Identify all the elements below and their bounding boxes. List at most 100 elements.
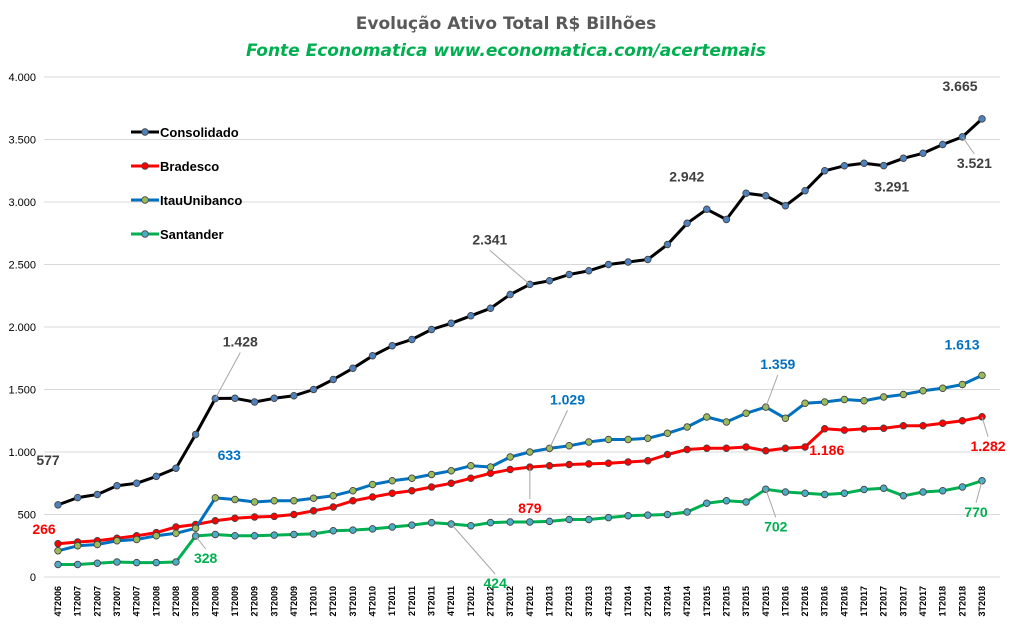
data-point-santander — [132, 558, 141, 567]
data-point-itauunibanco — [191, 524, 200, 532]
x-tick-label: 1T2013 — [545, 586, 555, 617]
data-point-consolidado — [231, 394, 239, 402]
data-point-consolidado — [73, 493, 82, 502]
data-point-santander — [939, 487, 947, 495]
data-point-santander — [329, 527, 337, 535]
data-point-bradesco — [683, 445, 691, 454]
data-point-bradesco — [388, 489, 396, 497]
x-tick-label: 2T2015 — [721, 586, 731, 617]
data-point-consolidado — [368, 352, 377, 360]
x-tick-label: 4T2016 — [839, 586, 849, 617]
data-point-bradesco — [270, 512, 278, 521]
x-tick-label: 2T2017 — [879, 586, 889, 617]
x-tick-label: 1T2009 — [230, 586, 240, 617]
data-point-itauunibanco — [309, 494, 318, 502]
annotation-leader — [765, 489, 777, 518]
x-tick-label: 2T2013 — [564, 586, 574, 617]
data-point-santander — [73, 560, 82, 569]
data-point-bradesco — [703, 444, 711, 452]
data-point-bradesco — [211, 517, 219, 525]
x-tick-label: 1T2015 — [702, 586, 712, 617]
x-tick-label: 2T2011 — [407, 586, 417, 616]
data-point-consolidado — [427, 325, 436, 334]
data-point-itauunibanco — [349, 487, 357, 495]
data-point-consolidado — [978, 115, 986, 123]
legend-marker-itauunibanco — [141, 196, 149, 204]
data-label: 1.613 — [944, 336, 979, 352]
data-point-consolidado — [152, 472, 160, 481]
data-point-itauunibanco — [486, 463, 495, 471]
data-point-itauunibanco — [388, 477, 396, 485]
data-point-itauunibanco — [919, 387, 927, 395]
data-point-itauunibanco — [408, 474, 416, 482]
x-tick-label: 3T2015 — [741, 586, 751, 617]
x-tick-label: 3T2009 — [269, 586, 279, 617]
data-point-itauunibanco — [73, 542, 82, 550]
data-point-itauunibanco — [801, 399, 809, 407]
x-tick-label: 1T2011 — [387, 586, 397, 616]
x-tick-label: 3T2010 — [348, 586, 358, 617]
data-point-santander — [958, 483, 967, 491]
series-layer — [54, 115, 986, 569]
data-point-bradesco — [309, 507, 318, 515]
x-tick-label: 1T2010 — [309, 586, 319, 617]
data-point-itauunibanco — [899, 390, 908, 399]
data-point-itauunibanco — [152, 532, 160, 540]
legend-marker-santander — [141, 230, 149, 238]
y-tick-label: 2.500 — [8, 260, 36, 272]
y-tick-label: 500 — [18, 510, 36, 522]
x-tick-label: 4T2006 — [53, 586, 63, 617]
data-point-itauunibanco — [604, 435, 613, 444]
data-point-consolidado — [250, 398, 259, 406]
data-point-itauunibanco — [270, 497, 278, 505]
data-point-itauunibanco — [172, 529, 180, 537]
data-point-bradesco — [762, 447, 770, 455]
annotation-leader — [975, 480, 983, 503]
data-point-consolidado — [762, 192, 770, 200]
y-tick-label: 2.000 — [8, 322, 36, 334]
annotation-labels: 577 1.428 2.341 2.942 3.291 3.521 3.665 266 879 1… — [32, 78, 1005, 591]
y-tick-label: 1.000 — [8, 447, 36, 459]
y-tick-label: 3.000 — [8, 197, 36, 209]
legend-label-itauunibanco: ItauUnibanco — [160, 193, 242, 208]
data-point-itauunibanco — [565, 442, 573, 450]
data-point-santander — [644, 511, 652, 519]
data-point-itauunibanco — [427, 470, 436, 479]
data-point-itauunibanco — [585, 438, 593, 446]
x-tick-label: 3T2018 — [977, 586, 987, 617]
data-point-consolidado — [880, 161, 888, 170]
legend-label-bradesco: Bradesco — [160, 159, 219, 174]
data-point-bradesco — [644, 457, 652, 465]
x-tick-label: 4T2011 — [446, 586, 456, 616]
data-point-itauunibanco — [231, 495, 239, 504]
annotation-leader — [195, 535, 207, 550]
y-tick-label: 0 — [30, 572, 36, 584]
data-point-consolidado — [644, 255, 652, 264]
legend-label-consolidado: Consolidado — [160, 125, 239, 140]
data-point-santander — [703, 499, 711, 507]
data-point-santander — [899, 492, 908, 500]
data-point-itauunibanco — [939, 384, 947, 392]
data-point-consolidado — [329, 375, 337, 384]
data-point-consolidado — [270, 394, 278, 402]
x-tick-label: 1T2014 — [623, 586, 633, 617]
data-point-itauunibanco — [958, 380, 967, 389]
data-label: 770 — [964, 504, 988, 520]
x-tick-label: 4T2012 — [525, 586, 535, 617]
x-tick-label: 2T2009 — [250, 586, 260, 617]
data-point-itauunibanco — [526, 448, 534, 456]
data-point-consolidado — [722, 215, 731, 224]
data-point-consolidado — [290, 392, 298, 400]
x-tick-label: 3T2016 — [820, 586, 830, 617]
annotation-leaders — [195, 136, 989, 575]
x-tick-label: 3T2008 — [191, 586, 201, 617]
data-point-itauunibanco — [978, 371, 986, 380]
data-point-consolidado — [604, 260, 613, 269]
data-label: 1.359 — [760, 356, 795, 372]
data-label: 3.291 — [874, 179, 909, 195]
data-label: 577 — [36, 452, 60, 468]
data-point-consolidado — [388, 342, 396, 350]
x-tick-label: 2T2018 — [957, 586, 967, 617]
data-label: 3.521 — [957, 155, 992, 171]
x-tick-label: 4T2013 — [603, 586, 613, 617]
